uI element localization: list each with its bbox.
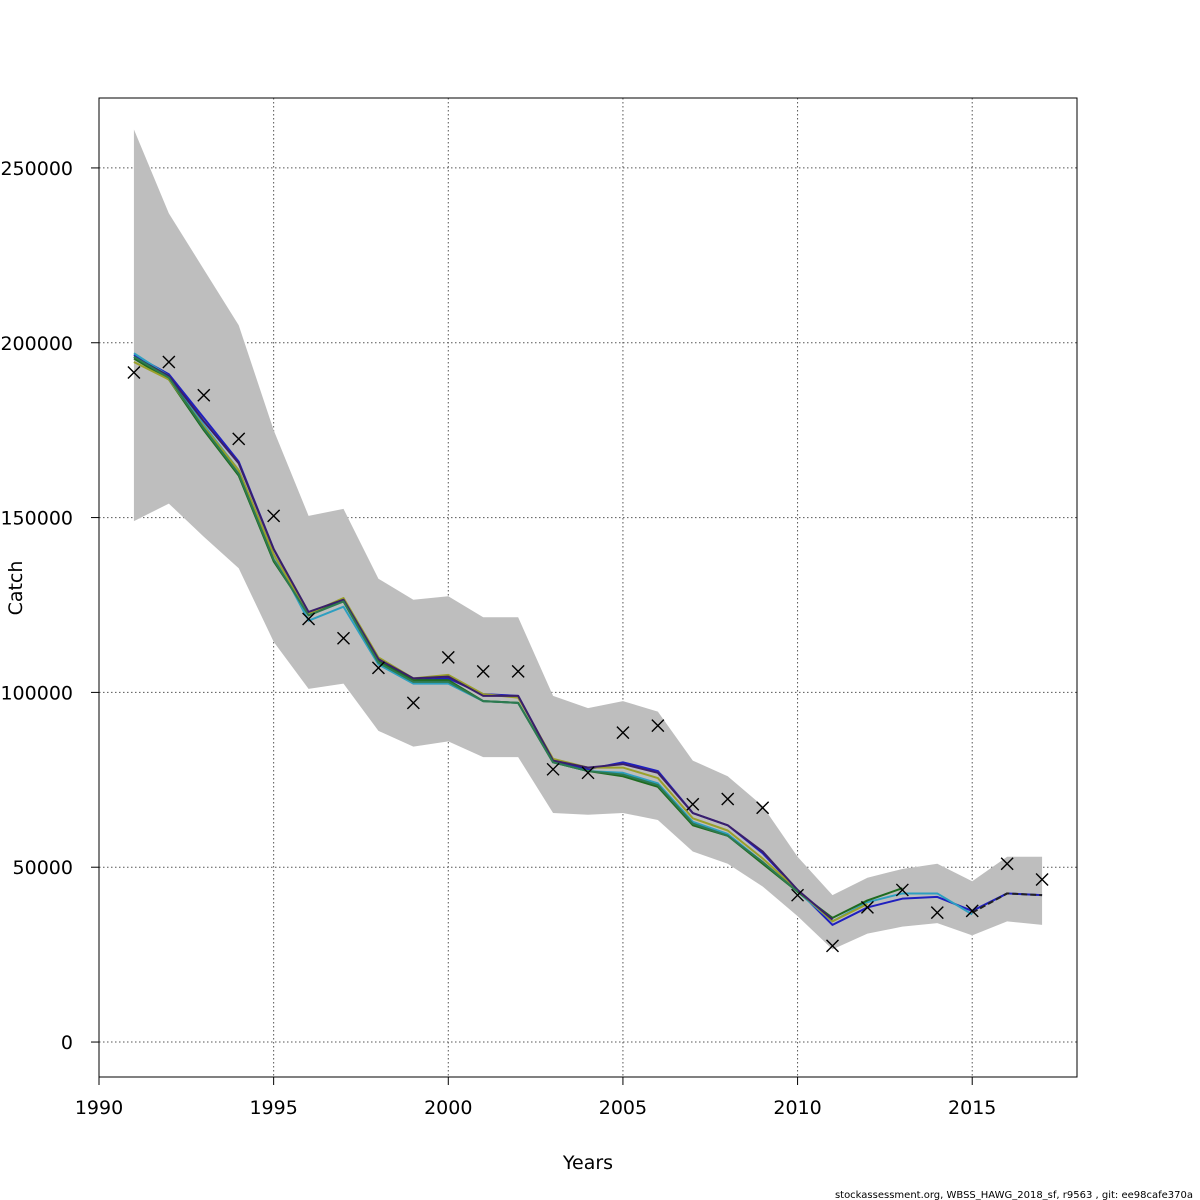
observed-point: [616, 726, 630, 740]
observed-point: [651, 719, 665, 733]
observed-point: [197, 388, 211, 402]
observed-point: [511, 664, 525, 678]
x-tick-label: 2000: [424, 1097, 472, 1119]
observed-point: [476, 664, 490, 678]
observed-point: [371, 661, 385, 675]
axes: 1990 1995 2000 2005 2010 2015 0 50000 100000 1500…: [0, 98, 1077, 1119]
y-tick-label: 200000: [0, 333, 73, 355]
y-axis-title: Catch: [5, 561, 27, 616]
observed-point: [546, 762, 560, 776]
observed-point: [860, 900, 874, 914]
observed-point: [721, 792, 735, 806]
observed-points-layer: [127, 355, 1049, 953]
y-tick-label: 50000: [13, 857, 73, 879]
observed-point: [232, 432, 246, 446]
series-line-recent: [971, 892, 1043, 914]
observed-point: [267, 509, 281, 523]
observed-point: [581, 766, 595, 780]
y-tick-label: 150000: [0, 508, 73, 530]
observed-point: [406, 696, 420, 710]
y-tick-label: 0: [61, 1032, 73, 1054]
observed-point: [826, 939, 839, 953]
confidence-band: [133, 129, 1043, 950]
observed-point: [965, 904, 979, 918]
observed-point: [1000, 857, 1014, 871]
x-tick-label: 1990: [75, 1097, 123, 1119]
y-tick-label: 100000: [0, 682, 73, 704]
observed-point: [127, 365, 141, 379]
observed-point: [686, 797, 700, 811]
observed-point: [162, 355, 176, 369]
observed-point: [302, 612, 316, 626]
x-tick-label: 2015: [948, 1097, 996, 1119]
observed-point: [895, 883, 909, 897]
x-tick-label: 2005: [599, 1097, 647, 1119]
series-line-retro-6: [133, 355, 799, 893]
observed-point: [930, 906, 944, 920]
x-axis-title: Years: [562, 1152, 613, 1174]
footer-credit: stockassessment.org, WBSS_HAWG_2018_sf, …: [835, 1190, 1193, 1200]
x-tick-label: 2010: [773, 1097, 821, 1119]
confidence-band-layer: [133, 129, 1043, 950]
y-tick-label: 250000: [0, 158, 73, 180]
observed-point: [1035, 872, 1049, 886]
observed-point: [337, 631, 350, 645]
x-tick-label: 1995: [249, 1097, 297, 1119]
observed-point: [791, 888, 805, 902]
grid-lines: [99, 98, 1077, 1077]
observed-point: [441, 650, 455, 664]
plot-frame: [98, 97, 1078, 1078]
observed-point: [756, 801, 770, 815]
series-layer: [133, 352, 1043, 926]
series-line-retro-5: [133, 355, 834, 921]
